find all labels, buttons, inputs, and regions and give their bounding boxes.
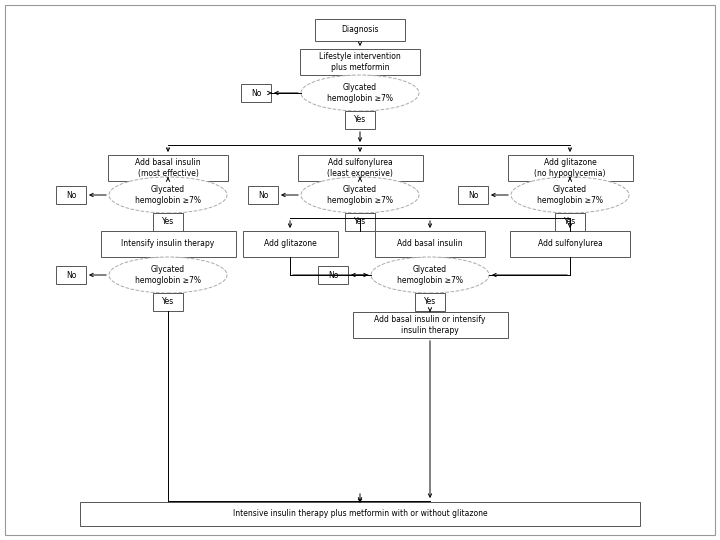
Text: Add glitazone
(no hypoglycemia): Add glitazone (no hypoglycemia) bbox=[534, 158, 606, 178]
Bar bbox=[248, 186, 278, 204]
Text: Add glitazone: Add glitazone bbox=[264, 240, 316, 248]
Text: Glycated
hemoglobin ≥7%: Glycated hemoglobin ≥7% bbox=[135, 185, 201, 205]
Bar bbox=[375, 231, 485, 257]
Bar bbox=[510, 231, 630, 257]
Text: No: No bbox=[468, 191, 478, 199]
Text: Yes: Yes bbox=[424, 298, 436, 307]
Text: Glycated
hemoglobin ≥7%: Glycated hemoglobin ≥7% bbox=[537, 185, 603, 205]
Bar bbox=[108, 155, 228, 181]
Bar bbox=[345, 213, 375, 231]
Text: Glycated
hemoglobin ≥7%: Glycated hemoglobin ≥7% bbox=[327, 185, 393, 205]
Text: Glycated
hemoglobin ≥7%: Glycated hemoglobin ≥7% bbox=[135, 265, 201, 285]
Text: Yes: Yes bbox=[354, 116, 366, 125]
Text: Add basal insulin: Add basal insulin bbox=[397, 240, 463, 248]
Text: Yes: Yes bbox=[354, 218, 366, 226]
Text: No: No bbox=[251, 89, 261, 98]
Bar bbox=[153, 213, 183, 231]
Bar bbox=[153, 293, 183, 311]
Ellipse shape bbox=[301, 177, 419, 213]
Bar bbox=[508, 155, 632, 181]
Bar bbox=[56, 186, 86, 204]
Bar bbox=[555, 213, 585, 231]
Text: Intensify insulin therapy: Intensify insulin therapy bbox=[122, 240, 215, 248]
Bar bbox=[345, 111, 375, 129]
Text: Lifestyle intervention
plus metformin: Lifestyle intervention plus metformin bbox=[319, 52, 401, 72]
Text: Add basal insulin
(most effective): Add basal insulin (most effective) bbox=[135, 158, 201, 178]
Text: No: No bbox=[66, 191, 76, 199]
Text: Yes: Yes bbox=[162, 298, 174, 307]
Bar bbox=[297, 155, 423, 181]
Ellipse shape bbox=[109, 257, 227, 293]
Bar bbox=[300, 49, 420, 75]
Bar bbox=[415, 293, 445, 311]
Text: Yes: Yes bbox=[564, 218, 576, 226]
Text: Glycated
hemoglobin ≥7%: Glycated hemoglobin ≥7% bbox=[397, 265, 463, 285]
Bar bbox=[315, 19, 405, 41]
Text: Add sulfonylurea
(least expensive): Add sulfonylurea (least expensive) bbox=[327, 158, 393, 178]
Bar bbox=[56, 266, 86, 284]
Bar bbox=[80, 502, 640, 526]
Text: No: No bbox=[328, 271, 338, 280]
Text: Glycated
hemoglobin ≥7%: Glycated hemoglobin ≥7% bbox=[327, 83, 393, 103]
Bar bbox=[243, 231, 338, 257]
Ellipse shape bbox=[109, 177, 227, 213]
Bar bbox=[241, 84, 271, 102]
Text: No: No bbox=[258, 191, 268, 199]
Text: Diagnosis: Diagnosis bbox=[341, 25, 379, 35]
Ellipse shape bbox=[301, 75, 419, 111]
Bar bbox=[458, 186, 488, 204]
Text: No: No bbox=[66, 271, 76, 280]
Ellipse shape bbox=[511, 177, 629, 213]
Text: Intensive insulin therapy plus metformin with or without glitazone: Intensive insulin therapy plus metformin… bbox=[233, 510, 487, 518]
Text: Add sulfonylurea: Add sulfonylurea bbox=[538, 240, 603, 248]
Bar bbox=[353, 312, 508, 338]
Text: Yes: Yes bbox=[162, 218, 174, 226]
Text: Add basal insulin or intensify
insulin therapy: Add basal insulin or intensify insulin t… bbox=[374, 315, 486, 335]
Ellipse shape bbox=[371, 257, 489, 293]
Bar bbox=[101, 231, 235, 257]
Bar bbox=[318, 266, 348, 284]
